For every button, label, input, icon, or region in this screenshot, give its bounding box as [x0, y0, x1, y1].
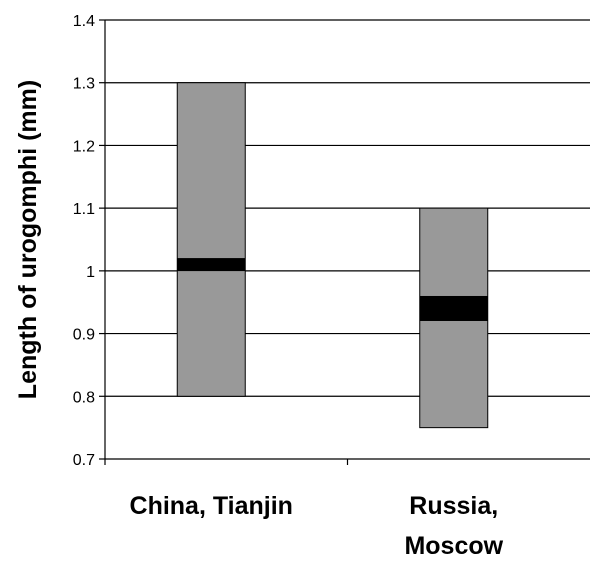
y-axis-title: Length of urogomphi (mm) — [14, 80, 42, 399]
y-tick-label: 0.8 — [73, 389, 95, 406]
category-label: Moscow — [404, 532, 503, 560]
category-label: Russia, — [409, 492, 498, 520]
y-tick-label: 1.2 — [73, 138, 95, 155]
y-tick-label: 0.9 — [73, 327, 95, 344]
range-bars — [176, 82, 489, 429]
category-label: China, Tianjin — [130, 492, 293, 520]
center-marker — [419, 295, 488, 321]
y-tick-label: 1 — [86, 264, 95, 281]
axes — [99, 19, 590, 465]
y-tick-label: 1.3 — [73, 76, 95, 93]
y-tick-label: 0.7 — [73, 452, 95, 469]
axis-labels: 0.7 0.8 0.9 1 1.1 1.2 1.3 1.4 China, Tianjin Russ… — [14, 13, 504, 560]
center-marker — [177, 258, 246, 272]
y-tick-label: 1.1 — [73, 201, 95, 218]
range-bar — [176, 82, 246, 397]
y-tick-label: 1.4 — [73, 13, 95, 30]
